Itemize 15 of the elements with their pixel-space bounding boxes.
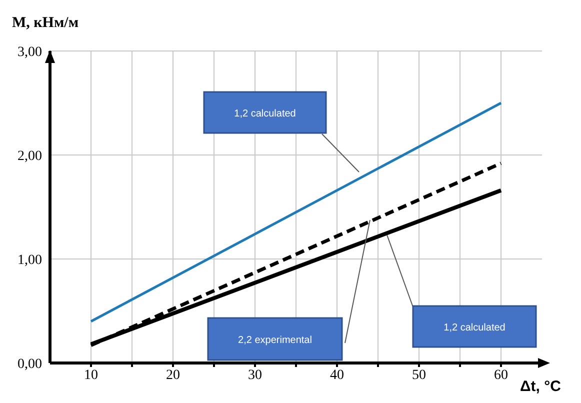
y-tick-label: 0,00 — [18, 356, 42, 372]
x-tick-label: 30 — [248, 368, 262, 383]
y-tick-label: 3,00 — [18, 44, 42, 60]
x-tick-label: 40 — [330, 368, 344, 383]
annotation: 2,2 experimental — [238, 335, 312, 346]
x-tick-label: 20 — [166, 368, 180, 383]
x-tick-label: 50 — [412, 368, 426, 383]
y-axis-title: M, кНм/м — [12, 15, 79, 31]
y-tick-label: 2,00 — [18, 148, 42, 164]
annotation: 1,2 calculated — [444, 322, 506, 334]
x-tick-label: 60 — [494, 368, 508, 383]
y-tick-label: 1,00 — [18, 252, 42, 268]
x-axis-title: Δt, °C — [520, 378, 562, 395]
x-tick-label: 10 — [84, 368, 98, 383]
annotation: 1,2 calculated — [234, 108, 296, 120]
